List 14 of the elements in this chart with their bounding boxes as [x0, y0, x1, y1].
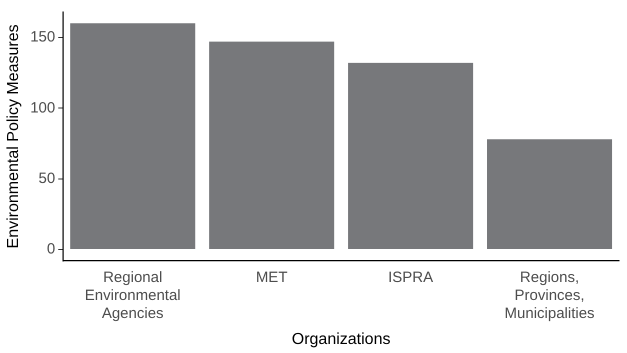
x-tick-label: MET — [256, 268, 288, 286]
bar — [487, 139, 612, 249]
x-tick-label: ISPRA — [388, 268, 434, 286]
y-tick-label: 150 — [30, 28, 56, 46]
y-tick-label: 0 — [46, 240, 56, 258]
x-tick-label: Regional Environmental Agencies — [84, 268, 181, 322]
y-tick-label: 50 — [38, 170, 56, 187]
y-axis-title: Environmental Policy Measures — [5, 24, 22, 248]
bar — [70, 23, 196, 249]
x-tick-label: Regions, Provinces, Municipalities — [504, 268, 595, 322]
y-tick-label: 100 — [30, 99, 56, 116]
x-axis-title: Organizations — [292, 330, 390, 348]
bar — [209, 42, 334, 249]
bar — [348, 62, 474, 249]
